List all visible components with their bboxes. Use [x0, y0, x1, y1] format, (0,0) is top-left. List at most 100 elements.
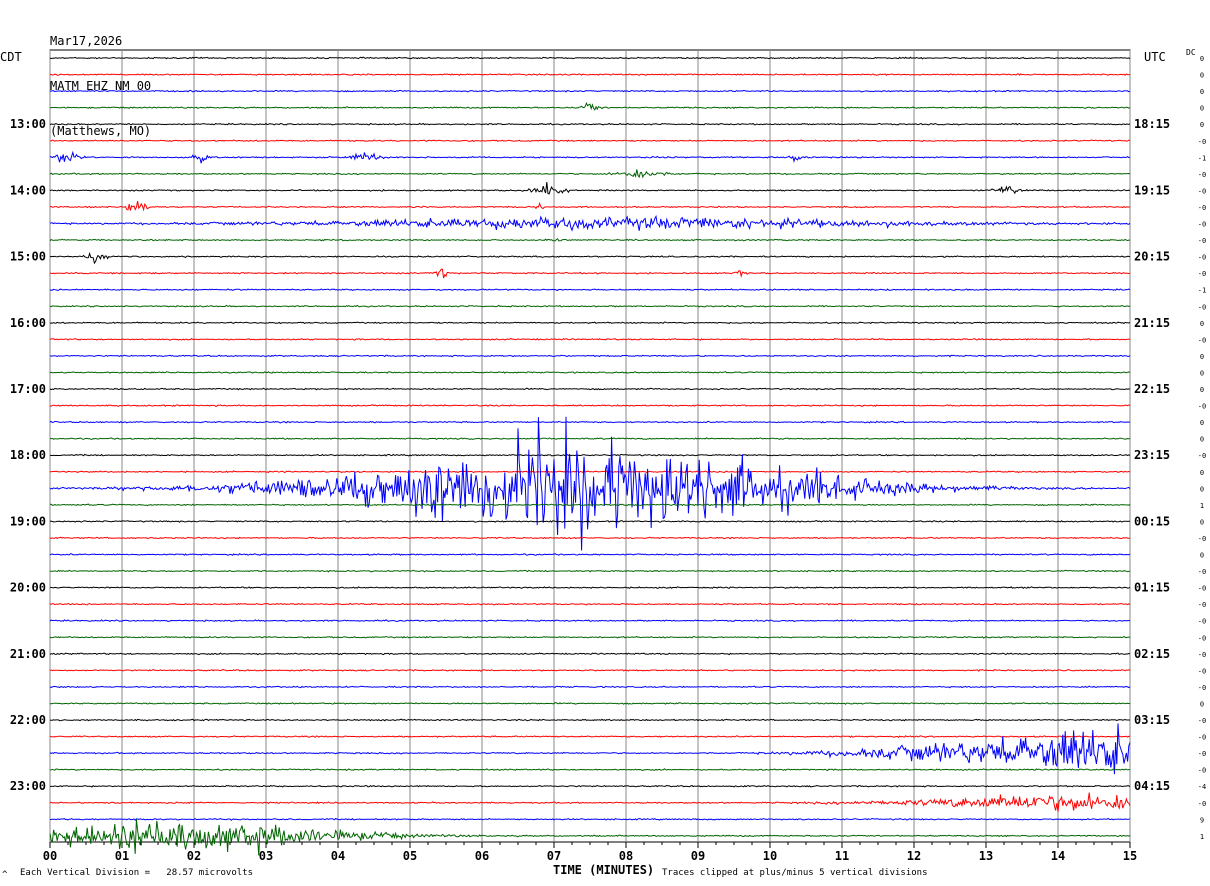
- trace-green: [49, 768, 1130, 772]
- trace-green: [49, 304, 1131, 308]
- trace-red: [49, 268, 1131, 279]
- dc-offset-label: -1: [1198, 287, 1206, 295]
- left-hour-label: 20:00: [10, 581, 46, 595]
- left-hour-label: 18:00: [10, 448, 46, 462]
- dc-offset-label: 0: [1200, 700, 1204, 708]
- trace-green: [49, 702, 1131, 705]
- dc-offset-label: -0: [1198, 336, 1206, 344]
- dc-offset-label: -0: [1198, 237, 1206, 245]
- dc-offset-label: -0: [1198, 568, 1206, 576]
- trace-black: [49, 652, 1131, 656]
- trace-black: [49, 122, 1131, 126]
- trace-black: [49, 520, 1130, 523]
- x-tick-label: 03: [259, 849, 273, 863]
- dc-offset-label: -0: [1198, 618, 1206, 626]
- trace-red: [49, 735, 1131, 739]
- dc-offset-label: 1: [1200, 502, 1204, 510]
- x-tick-label: 15: [1123, 849, 1137, 863]
- right-hour-label: 22:15: [1134, 382, 1170, 396]
- dc-offset-label: -0: [1198, 403, 1206, 411]
- dc-offset-label: 0: [1200, 72, 1204, 80]
- x-tick-label: 11: [835, 849, 849, 863]
- dc-offset-label: 0: [1200, 386, 1204, 394]
- trace-green: [49, 503, 1131, 507]
- dc-offset-label: -0: [1198, 303, 1206, 311]
- x-tick-label: 13: [979, 849, 993, 863]
- trace-green: [49, 437, 1131, 441]
- x-tick-label: 12: [907, 849, 921, 863]
- left-hour-label: 21:00: [10, 647, 46, 661]
- right-hour-label: 23:15: [1134, 448, 1170, 462]
- right-hour-label: 01:15: [1134, 581, 1170, 595]
- dc-offset-label: -0: [1198, 800, 1206, 808]
- trace-green: [49, 635, 1131, 639]
- trace-red: [49, 337, 1131, 341]
- right-hour-label: 04:15: [1134, 779, 1170, 793]
- dc-label: DC: [1186, 48, 1196, 57]
- right-hour-label: 20:15: [1134, 250, 1170, 264]
- trace-black: [49, 387, 1131, 391]
- left-hour-label: 13:00: [10, 117, 46, 131]
- trace-green: [49, 370, 1131, 374]
- trace-red: [49, 792, 1131, 812]
- trace-green: [49, 569, 1131, 573]
- trace-red: [49, 602, 1131, 606]
- dc-offset-label: 0: [1200, 469, 1204, 477]
- dc-offset-label: -0: [1198, 187, 1206, 195]
- trace-black: [49, 453, 1131, 457]
- dc-offset-label: -0: [1198, 601, 1206, 609]
- dc-offset-label: -0: [1198, 221, 1206, 229]
- x-tick-label: 00: [43, 849, 57, 863]
- trace-blue: [49, 288, 1131, 292]
- dc-offset-label: -0: [1198, 717, 1206, 725]
- dc-offset-label: 9: [1200, 816, 1204, 824]
- clipped-note: Traces clipped at plus/minus 5 vertical …: [662, 868, 928, 878]
- dc-offset-label: -0: [1198, 254, 1206, 262]
- trace-red: [49, 73, 1131, 76]
- x-tick-label: 01: [115, 849, 129, 863]
- dc-offset-label: 0: [1200, 369, 1204, 377]
- left-hour-label: 17:00: [10, 382, 46, 396]
- dc-offset-label: -0: [1198, 270, 1206, 278]
- dc-offset-label: 0: [1200, 485, 1204, 493]
- trace-red: [49, 139, 1131, 143]
- x-tick-label: 04: [331, 849, 345, 863]
- x-tick-label: 06: [475, 849, 489, 863]
- dc-offset-label: -0: [1198, 535, 1206, 543]
- dc-offset-label: -0: [1198, 634, 1206, 642]
- trace-blue: [49, 619, 1131, 622]
- dc-offset-label: 0: [1200, 320, 1204, 328]
- dc-offset-label: -0: [1198, 452, 1206, 460]
- dc-offset-label: -0: [1198, 767, 1206, 775]
- x-axis-label: TIME (MINUTES): [553, 863, 655, 877]
- trace-red: [49, 404, 1131, 407]
- left-timezone-label: CDT: [0, 50, 22, 64]
- dc-offset-label: 0: [1200, 353, 1204, 361]
- left-hour-label: 15:00: [10, 250, 46, 264]
- x-tick-label: 10: [763, 849, 777, 863]
- header-location: (Matthews, MO): [50, 124, 152, 138]
- dc-offset-label: 0: [1200, 121, 1204, 129]
- plot-frame: [49, 49, 1131, 843]
- trace-blue: [49, 685, 1131, 689]
- left-hour-label: 19:00: [10, 514, 46, 528]
- trace-black: [49, 321, 1131, 325]
- x-tick-label: 05: [403, 849, 417, 863]
- right-hour-label: 21:15: [1134, 316, 1170, 330]
- dc-offset-label: 0: [1200, 419, 1204, 427]
- dc-offset-label: -0: [1198, 204, 1206, 212]
- dc-offset-label: -0: [1198, 651, 1206, 659]
- trace-blue: [49, 723, 1131, 775]
- dc-offset-label: -1: [1198, 154, 1206, 162]
- x-tick-label: 09: [691, 849, 705, 863]
- trace-blue: [49, 89, 1131, 93]
- division-note: Each Vertical Division = 28.57 microvolt…: [20, 868, 253, 878]
- trace-red: [49, 668, 1131, 672]
- trace-blue: [49, 416, 1131, 551]
- x-tick-label: 08: [619, 849, 633, 863]
- header-date: Mar17,2026: [50, 34, 123, 48]
- trace-red: [49, 536, 1131, 540]
- left-hour-label: 22:00: [10, 713, 46, 727]
- dc-offset-label: -0: [1198, 171, 1206, 179]
